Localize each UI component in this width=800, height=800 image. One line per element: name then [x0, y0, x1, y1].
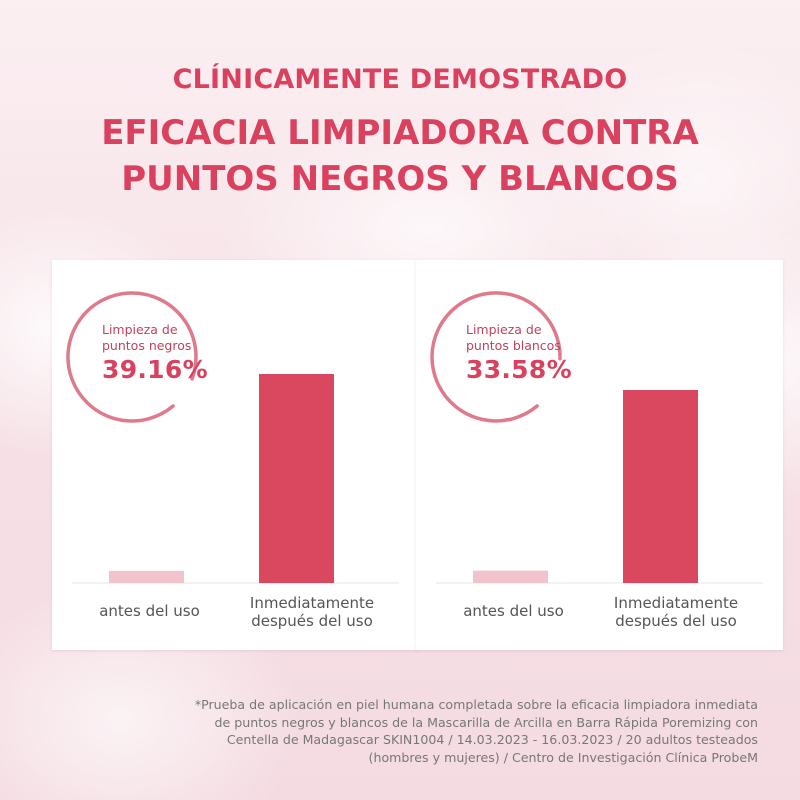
circle-label-line-2: puntos negros: [102, 338, 192, 353]
bar-after-use: [259, 374, 334, 583]
circle-label-block: Limpieza de puntos blancos 33.58%: [466, 322, 572, 384]
category-label-before: antes del uso: [456, 602, 571, 620]
category-label-line: Inmediatamente: [249, 594, 375, 612]
chart-svg-whiteheads: [430, 291, 763, 584]
headline-clinically-proven: CLÍNICAMENTE DEMOSTRADO: [172, 64, 628, 95]
category-label-after: Inmediatamente después del uso: [222, 594, 402, 630]
circle-label-line-2: puntos blancos: [466, 338, 561, 353]
category-label-after: Inmediatamente después del uso: [586, 594, 766, 630]
category-label-line: después del uso: [251, 612, 373, 630]
headline-main: EFICACIA LIMPIADORA CONTRA PUNTOS NEGROS…: [0, 110, 800, 202]
circle-label-block: Limpieza de puntos negros 39.16%: [102, 322, 208, 384]
highlight-percentage: 39.16%: [102, 355, 208, 384]
category-label-line: antes del uso: [99, 602, 200, 620]
category-label-line: antes del uso: [463, 602, 564, 620]
progress-ring: [66, 291, 198, 423]
footnote-line: Centella de Madagascar SKIN1004 / 14.03.…: [226, 732, 758, 747]
bar-before-use: [473, 570, 548, 583]
headline-line-1: EFICACIA LIMPIADORA CONTRA: [101, 113, 699, 153]
study-footnote: *Prueba de aplicación en piel humana com…: [40, 696, 758, 766]
progress-ring: [430, 291, 562, 423]
bar-before-use: [109, 570, 184, 583]
headline-line-2: PUNTOS NEGROS Y BLANCOS: [121, 159, 679, 199]
footnote-line: (hombres y mujeres) / Centro de Investig…: [368, 749, 758, 765]
footnote-line: de puntos negros y blancos de la Mascari…: [214, 714, 758, 730]
category-label-line: después del uso: [615, 612, 737, 630]
bar-after-use: [623, 390, 698, 583]
category-label-line: Inmediatamente: [613, 594, 739, 612]
chart-card-whiteheads: Limpieza de puntos blancos 33.58% antes …: [416, 260, 783, 650]
circle-label-line-1: Limpieza de: [466, 322, 542, 337]
footnote-line: *Prueba de aplicación en piel humana com…: [194, 697, 758, 712]
category-label-before: antes del uso: [92, 602, 207, 620]
chart-svg-blackheads: [66, 291, 399, 584]
chart-card-blackheads: Limpieza de puntos negros 39.16% antes d…: [52, 260, 419, 650]
highlight-percentage: 33.58%: [466, 355, 572, 384]
circle-label-line-1: Limpieza de: [102, 322, 178, 337]
